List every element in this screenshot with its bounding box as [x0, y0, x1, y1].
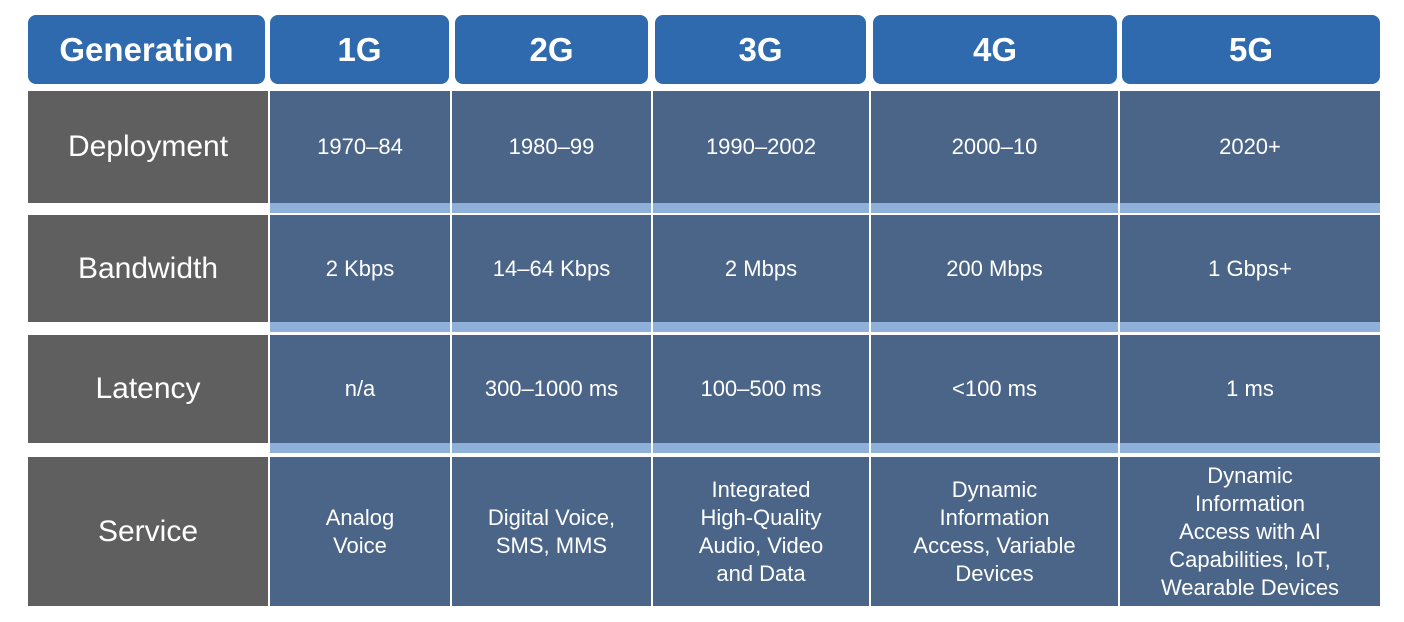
data-cell: 14–64 Kbps — [452, 215, 651, 322]
header-cell: 5G — [1122, 15, 1380, 84]
cell-text: Voice — [333, 532, 387, 558]
row-label-text: Latency — [95, 372, 201, 405]
cell-text: 300–1000 ms — [484, 376, 619, 401]
cell-text: <100 ms — [952, 376, 1037, 401]
data-cell: Integrated High-Quality Audio, Video and Da… — [653, 457, 869, 606]
cell-text: 1 ms — [1226, 376, 1274, 401]
data-cell: Digital Voice, SMS, MMS — [452, 457, 651, 606]
row-label: Deployment — [28, 91, 268, 203]
row-strip — [653, 322, 869, 332]
data-cell: n/a — [270, 335, 450, 443]
cell-text: 2020+ — [1219, 134, 1281, 159]
cell-text: n/a — [344, 376, 376, 401]
row-strip — [452, 443, 651, 453]
data-cell: <100 ms — [871, 335, 1118, 443]
row-strip — [1120, 322, 1380, 332]
row-strip — [452, 203, 651, 213]
cell-text: Dynamic — [1207, 462, 1293, 488]
cell-text: Integrated — [711, 476, 811, 502]
data-cell: Dynamic Information Access with AI Capabili… — [1120, 457, 1380, 606]
row-label: Service — [28, 457, 268, 606]
row-strip — [653, 203, 869, 213]
data-cell: 2 Mbps — [653, 215, 869, 322]
cell-text: 100–500 ms — [700, 376, 822, 401]
data-cell: 1 ms — [1120, 335, 1380, 443]
cell-text: 1990–2002 — [705, 134, 817, 159]
header-text: 3G — [738, 30, 783, 68]
data-cell: 1990–2002 — [653, 91, 869, 203]
row-label-text: Bandwidth — [77, 251, 219, 285]
data-cell: 100–500 ms — [653, 335, 869, 443]
row-strip — [270, 203, 450, 213]
header-cell: 2G — [455, 15, 648, 84]
row-label-text: Deployment — [67, 130, 229, 163]
header-text: 1G — [337, 30, 382, 68]
cell-text: 200 Mbps — [946, 255, 1043, 281]
cell-text: 2 Kbps — [325, 255, 395, 281]
header-text: Generation — [59, 30, 234, 68]
data-cell: 1 Gbps+ — [1120, 215, 1380, 322]
cell-text: Dynamic — [951, 476, 1038, 502]
row-strip — [871, 203, 1118, 213]
cell-text: Information — [939, 504, 1050, 530]
header-cell: Generation — [28, 15, 265, 84]
cell-text: 14–64 Kbps — [492, 255, 611, 281]
cell-text: Digital Voice, — [487, 504, 616, 530]
cell-text: Access with AI — [1179, 518, 1321, 544]
row-strip — [871, 443, 1118, 453]
data-cell: 1970–84 — [270, 91, 450, 203]
data-cell: 2 Kbps — [270, 215, 450, 322]
data-cell: 200 Mbps — [871, 215, 1118, 322]
row-strip — [871, 322, 1118, 332]
cell-text: 1 Gbps+ — [1208, 255, 1292, 281]
cell-text: Audio, Video — [698, 532, 824, 558]
cell-text: 1970–84 — [317, 134, 403, 159]
row-strip — [270, 322, 450, 332]
cell-text: High-Quality — [700, 504, 822, 530]
header-text: 5G — [1228, 30, 1274, 68]
row-strip — [1120, 443, 1380, 453]
cell-text: and Data — [716, 560, 806, 586]
data-cell: 300–1000 ms — [452, 335, 651, 443]
data-cell: Analog Voice — [270, 457, 450, 606]
header-cell: 3G — [655, 15, 866, 84]
data-cell: 2020+ — [1120, 91, 1380, 203]
cell-text: Information — [1194, 490, 1306, 516]
cell-text: 1980–99 — [508, 134, 595, 159]
row-strip — [452, 322, 651, 332]
cell-text: Devices — [955, 560, 1034, 586]
header-cell: 4G — [873, 15, 1117, 84]
row-label: Bandwidth — [28, 215, 268, 322]
header-cell: 1G — [270, 15, 449, 84]
row-strip — [1120, 203, 1380, 213]
data-cell: 2000–10 — [871, 91, 1118, 203]
row-label: Latency — [28, 335, 268, 443]
header-text: 2G — [529, 30, 574, 68]
cell-text: Capabilities, IoT, — [1169, 546, 1331, 572]
cell-text: Access, Variable — [913, 532, 1076, 558]
row-strip — [653, 443, 869, 453]
data-cell: 1980–99 — [452, 91, 651, 203]
data-cell: Dynamic Information Access, Variable Device… — [871, 457, 1118, 606]
row-label-text: Service — [97, 514, 199, 548]
cell-text: 2 Mbps — [724, 255, 798, 281]
cell-text: Analog — [325, 504, 395, 530]
cell-text: 2000–10 — [951, 134, 1038, 159]
header-text: 4G — [972, 30, 1018, 68]
cell-text: SMS, MMS — [495, 532, 608, 558]
row-strip — [270, 443, 450, 453]
cell-text: Wearable Devices — [1160, 574, 1340, 600]
